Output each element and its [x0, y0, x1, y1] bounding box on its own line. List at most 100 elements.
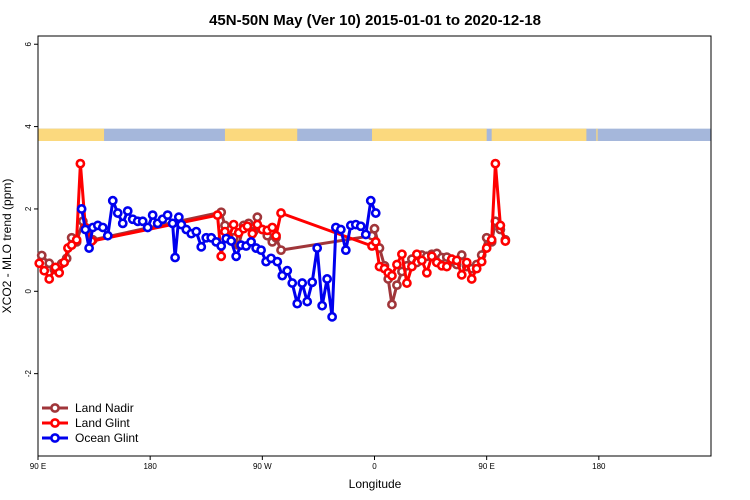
data-point — [406, 261, 417, 272]
x-tick-label: 90 W — [253, 462, 272, 471]
data-point — [84, 243, 94, 253]
data-point — [387, 299, 397, 310]
legend-swatch-marker — [50, 418, 60, 428]
x-tick-label: 90 E — [30, 462, 46, 471]
data-point — [471, 263, 482, 274]
data-point — [117, 218, 128, 229]
data-point — [402, 278, 412, 288]
data-point — [322, 274, 333, 284]
data-point — [242, 221, 253, 232]
data-point — [490, 158, 501, 169]
data-point — [196, 241, 207, 252]
data-point — [212, 210, 223, 221]
data-point — [246, 236, 257, 247]
y-tick-label: 4 — [24, 124, 33, 129]
data-point — [216, 241, 227, 251]
data-point — [54, 267, 65, 278]
data-point — [456, 269, 467, 280]
data-point — [191, 226, 202, 237]
data-point — [387, 270, 397, 281]
legend-entry: Land Glint — [42, 416, 130, 430]
data-point — [36, 250, 47, 261]
chart-title: 45N-50N May (Ver 10) 2015-01-01 to 2020-… — [209, 12, 541, 29]
data-point — [392, 259, 402, 270]
data-point — [167, 218, 178, 229]
x-tick-label: 180 — [592, 462, 606, 471]
data-point — [107, 195, 118, 206]
data-point — [162, 210, 173, 221]
data-point — [39, 265, 50, 276]
data-point — [397, 249, 407, 260]
legend-label: Land Glint — [75, 416, 130, 430]
data-point — [282, 265, 293, 276]
series-ocean-glint — [76, 195, 381, 322]
data-point — [34, 258, 45, 269]
data-point — [370, 208, 381, 218]
data-point — [276, 208, 286, 218]
data-point — [461, 257, 472, 268]
data-point — [147, 210, 158, 221]
data-point — [231, 251, 242, 262]
data-point — [44, 274, 55, 284]
data-point — [292, 298, 303, 309]
legend-entry: Land Nadir — [42, 401, 134, 415]
data-point — [369, 223, 380, 234]
data-point — [416, 255, 427, 266]
data-point — [226, 236, 237, 246]
data-series — [34, 158, 511, 322]
data-point — [481, 243, 492, 253]
data-point — [276, 245, 286, 256]
data-point — [307, 277, 318, 288]
axes: 90 E 180 90 W 0 90 E 180 -2 0 2 4 6 — [24, 41, 606, 471]
data-point — [287, 278, 298, 288]
data-point — [102, 230, 113, 241]
data-point — [340, 245, 351, 256]
y-tick-label: -2 — [24, 370, 33, 378]
land-band — [491, 128, 587, 141]
data-point — [112, 208, 123, 218]
data-point — [80, 224, 91, 235]
data-point — [327, 311, 338, 322]
data-point — [142, 222, 153, 233]
y-tick-label: 6 — [24, 41, 33, 46]
data-point — [75, 158, 86, 169]
land-band — [372, 128, 487, 141]
land-band — [224, 128, 298, 141]
data-point — [355, 221, 366, 232]
x-axis-label: Longitude — [349, 477, 402, 491]
data-point — [297, 278, 308, 288]
data-point — [302, 296, 313, 307]
data-point — [426, 251, 437, 262]
data-point — [500, 236, 511, 246]
data-point — [392, 280, 402, 291]
data-point — [486, 234, 497, 245]
data-point — [421, 267, 432, 278]
data-point — [312, 243, 323, 253]
data-point — [71, 234, 82, 245]
data-point — [272, 256, 283, 267]
data-point — [137, 216, 148, 227]
data-point — [466, 274, 477, 284]
data-point — [216, 251, 227, 262]
data-point — [59, 257, 70, 268]
data-point — [476, 256, 487, 267]
series-land-glint — [34, 158, 511, 288]
legend-swatch-marker — [50, 403, 60, 413]
data-point — [411, 249, 422, 260]
legend-label: Ocean Glint — [75, 431, 139, 445]
data-point — [441, 261, 452, 272]
legend-label: Land Nadir — [75, 401, 134, 415]
land-ocean-strip — [38, 128, 711, 141]
y-axis-label: XCO2 - MLO trend (ppm) — [0, 179, 14, 314]
data-point — [360, 229, 371, 240]
data-point — [370, 236, 381, 247]
data-point — [271, 230, 281, 241]
data-point — [228, 219, 239, 230]
series-line — [80, 199, 378, 319]
data-point — [170, 252, 180, 263]
data-point — [122, 206, 133, 216]
y-tick-label: 0 — [24, 289, 33, 294]
x-tick-label: 0 — [372, 462, 377, 471]
land-band — [596, 128, 598, 141]
data-point — [76, 204, 87, 214]
